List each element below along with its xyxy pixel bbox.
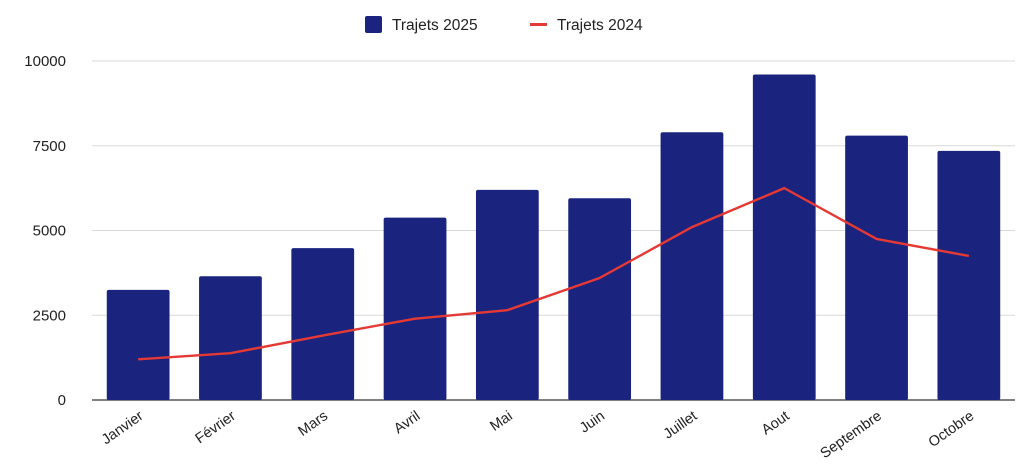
x-tick-label: Juin	[577, 408, 608, 436]
legend-swatch-bar	[365, 16, 382, 33]
y-tick-label: 10000	[24, 53, 66, 70]
x-axis-tick-labels: Janvier Février Mars Avril Mai Juin Juillet Aou…	[99, 408, 977, 462]
legend-label: Trajets 2025	[392, 17, 478, 34]
x-tick-label: Mai	[487, 408, 515, 435]
x-tick-label: Février	[193, 408, 239, 447]
bar	[660, 132, 724, 400]
y-tick-label: 7500	[33, 138, 66, 155]
bar	[106, 289, 170, 400]
bar	[383, 217, 447, 400]
bar	[752, 74, 816, 400]
y-tick-label: 5000	[33, 223, 66, 240]
y-tick-label: 0	[58, 392, 66, 409]
bar-series	[106, 74, 1001, 400]
bar	[199, 276, 262, 400]
x-tick-label: Octobre	[926, 408, 977, 451]
bar	[291, 248, 355, 400]
x-tick-label: Avril	[391, 408, 423, 437]
x-tick-label: Aout	[759, 408, 793, 438]
line-series-path	[138, 186, 970, 361]
x-tick-label: Mars	[295, 408, 331, 440]
x-tick-label: Juillet	[661, 408, 701, 442]
bar	[845, 135, 908, 400]
x-tick-label: Janvier	[99, 408, 147, 448]
y-axis-tick-labels: 0 2500 5000 7500 10000	[24, 53, 66, 409]
bar	[475, 189, 539, 400]
legend-label: Trajets 2024	[557, 17, 643, 34]
x-tick-label: Septembre	[818, 408, 885, 462]
bar	[568, 198, 632, 400]
bar	[937, 150, 1001, 400]
legend: Trajets 2025 Trajets 2024	[365, 16, 643, 34]
line-series	[138, 186, 970, 361]
y-tick-label: 2500	[33, 307, 66, 324]
